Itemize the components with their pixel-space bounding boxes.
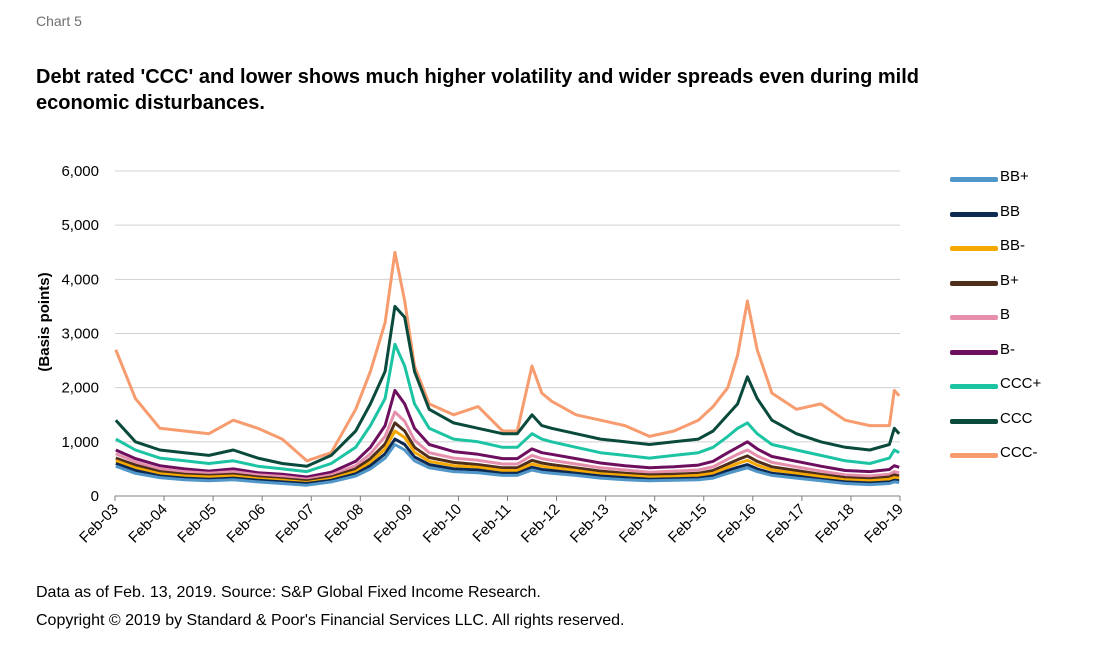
legend-item: BB [950,203,1090,238]
legend-label: BB [1000,202,1021,220]
series-lines [114,250,901,487]
y-tick-label: 1,000 [61,434,99,451]
legend-swatch [950,315,998,320]
series-line-bb [115,437,900,485]
x-tick-label: Feb-19 [861,501,907,547]
chart-number-label: Chart 5 [36,13,82,29]
y-tick-label: 4,000 [61,271,99,288]
y-axis-label: (Basis points) [36,272,53,371]
series-line-ccc-plus [115,342,900,474]
legend-swatch [950,453,998,458]
x-tick-label: Feb-03 [76,501,122,547]
x-tick-label: Feb-11 [469,501,514,546]
x-tick-label: Feb-14 [616,501,662,547]
legend-item: BB- [950,237,1090,272]
x-tick-label: Feb-13 [567,501,613,547]
x-tick-label: Feb-15 [665,501,711,547]
legend-swatch [950,384,998,389]
legend-item: B- [950,341,1090,376]
x-tick-label: Feb-06 [223,501,269,547]
x-tick-label: Feb-17 [763,501,809,547]
x-tick-label: Feb-07 [272,501,318,547]
series-line-b-minus [115,388,900,479]
legend-label: BB- [1000,237,1026,254]
series-line-bb-minus [115,429,900,484]
gridlines [115,170,900,443]
legend-swatch [950,211,998,217]
legend-item: CCC- [950,444,1090,479]
series-line-b-plus [115,421,900,483]
legend-swatch [950,177,998,182]
legend-swatch [950,280,998,286]
legend-swatch [950,349,998,355]
legend-label: CCC- [1000,444,1038,461]
legend-label: CCC [1000,409,1033,427]
legend-item: B [950,306,1090,341]
chart-title: Debt rated 'CCC' and lower shows much hi… [36,66,920,114]
copyright-note: Copyright © 2019 by Standard & Poor's Fi… [36,612,625,629]
legend-label: BB+ [1000,168,1029,185]
legend-item: CCC+ [950,375,1090,410]
x-tick-label: Feb-18 [812,501,858,547]
legend-swatch [950,418,998,424]
x-tick-label: Feb-16 [714,501,760,547]
series-line-ccc [114,304,901,468]
y-tick-label: 5,000 [61,217,99,234]
y-tick-label: 0 [91,488,99,505]
y-tick-label: 2,000 [61,380,99,397]
legend-item: B+ [950,272,1090,307]
x-tick-label: Feb-12 [518,501,564,547]
y-tick-label: 6,000 [61,163,99,180]
legend-label: B [1000,306,1011,323]
x-tick-label: Feb-08 [322,501,368,547]
x-tick-label: Feb-10 [420,501,466,547]
x-tick-label: Feb-04 [125,501,171,547]
series-line-ccc-minus [114,250,901,463]
x-axis-ticks: Feb-03 Feb-04 Feb-05 Feb-06 Feb-07 Feb-08 Feb-… [76,496,907,546]
series-line-b [115,410,900,481]
x-tick-label: Feb-09 [371,501,417,547]
x-tick-label: Feb-05 [174,501,220,547]
legend-item: CCC [950,410,1090,445]
y-axis-ticks: 0 1,000 2,000 3,000 4,000 5,000 6,000 [61,163,99,505]
legend-label: B- [1000,340,1015,358]
y-tick-label: 3,000 [61,326,99,343]
legend-label: CCC+ [1000,375,1042,392]
legend-swatch [950,246,998,251]
series-line-bb-plus [115,443,900,487]
source-note: Data as of Feb. 13, 2019. Source: S&P Gl… [36,584,541,601]
legend-item: BB+ [950,168,1090,203]
legend-label: B+ [1000,271,1019,289]
legend: BB+ BB BB- B+ B B- CCC+ CCC CCC- [950,168,1090,479]
